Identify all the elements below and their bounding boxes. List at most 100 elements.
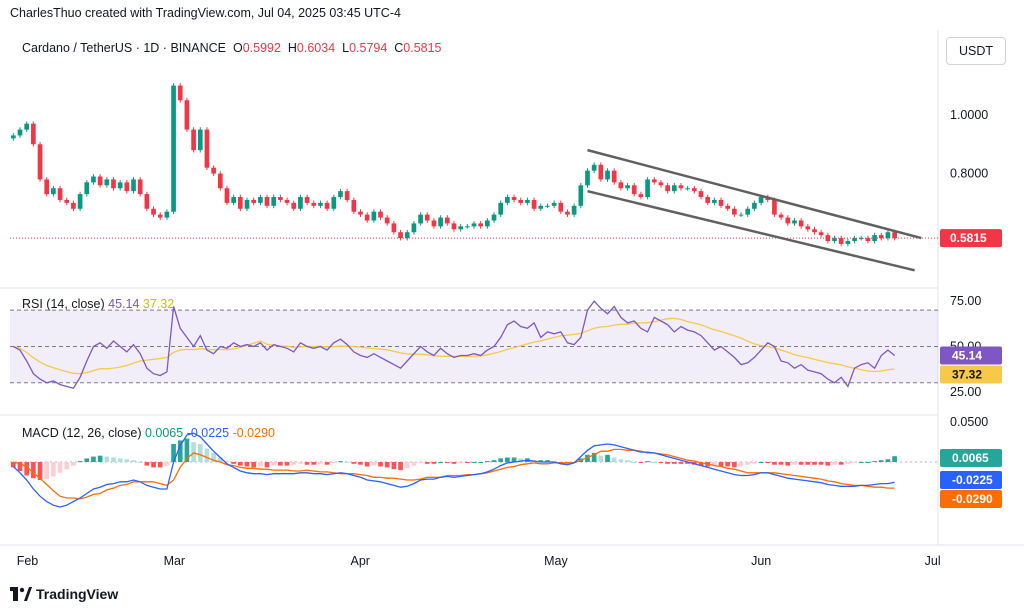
candle-body — [298, 197, 303, 209]
macd-histogram-bar — [364, 462, 370, 467]
macd-histogram-bar — [77, 461, 83, 463]
rsi-value-badge-text: 45.14 — [952, 349, 982, 363]
macd-histogram-bar — [164, 462, 170, 466]
macd-histogram-bar — [358, 462, 363, 465]
macd-histogram-bar — [651, 462, 657, 463]
candle-body — [645, 179, 650, 198]
low-label: L — [342, 41, 350, 55]
macd-histogram-bar — [404, 462, 410, 469]
candle-body — [37, 144, 43, 180]
macd-histogram-bar — [284, 462, 290, 466]
candle-body — [191, 129, 196, 151]
macd-histogram-bar — [511, 457, 517, 462]
macd-histogram-bar — [271, 462, 277, 466]
macd-histogram-bar — [752, 462, 757, 464]
macd-histogram-bar — [64, 462, 70, 470]
candle-body — [44, 179, 50, 195]
macd-histogram-bar — [658, 462, 664, 463]
candle-body — [224, 188, 230, 203]
candle-body — [31, 123, 36, 145]
macd-histogram-bar — [204, 448, 210, 462]
candle-body — [444, 217, 450, 224]
last-price-badge-text: 0.5815 — [950, 231, 987, 245]
rsi-ma-badge-text: 37.32 — [952, 368, 982, 382]
macd-histogram-bar — [892, 456, 897, 462]
macd-histogram-bar — [411, 462, 417, 466]
candle-body — [424, 214, 430, 221]
macd-histogram-bar — [491, 460, 497, 462]
candle-body — [464, 226, 470, 228]
macd-histogram-bar — [298, 462, 303, 464]
candle-body — [111, 179, 116, 189]
candle-body — [51, 188, 56, 195]
macd-line-badge — [940, 471, 1002, 489]
candle-body — [545, 205, 550, 207]
macd-histogram-bar — [678, 462, 684, 464]
macd-signal-value: -0.0290 — [232, 426, 275, 440]
currency-button[interactable]: USDT — [946, 37, 1006, 65]
last-price-badge — [940, 229, 1002, 248]
candle-body — [705, 197, 711, 203]
candle-body — [91, 176, 96, 183]
macd-histogram-bar — [712, 462, 717, 466]
macd-histogram-bar — [217, 457, 223, 462]
candle-body — [137, 179, 143, 195]
candle-body — [878, 235, 884, 239]
time-tick-label: Mar — [164, 554, 186, 568]
candle-body — [318, 202, 323, 206]
candle-body — [291, 202, 297, 209]
macd-histogram-bar — [304, 462, 310, 465]
candle-body — [625, 185, 630, 189]
macd-histogram-bar — [785, 462, 791, 466]
open-label: O — [232, 41, 243, 55]
macd-histogram-bar — [424, 462, 430, 464]
macd-histogram-bar — [244, 462, 250, 467]
macd-histogram-bar — [498, 458, 504, 462]
candle-body — [144, 194, 150, 209]
macd-histogram-bar — [505, 457, 510, 462]
candle-body — [451, 223, 457, 230]
candle-body — [271, 197, 277, 206]
rsi-line — [12, 300, 896, 389]
candle-body — [304, 197, 310, 203]
candle-body — [611, 170, 617, 183]
macd-histogram-bar — [792, 462, 797, 465]
macd-histogram-bar — [631, 462, 637, 463]
macd-histogram-bar — [605, 454, 610, 462]
macd-histogram-bar — [725, 462, 731, 467]
macd-histogram-bar — [17, 462, 23, 471]
macd-histogram-bar — [838, 462, 844, 465]
candle-body — [77, 194, 83, 209]
candle-body — [798, 220, 804, 227]
candle-body — [812, 229, 817, 233]
macd-histogram-bar — [211, 453, 216, 462]
macd-histogram-bar — [117, 458, 123, 462]
candle-body — [104, 179, 110, 186]
macd-histogram-bar — [685, 462, 690, 464]
macd-signal-badge-text: -0.0290 — [952, 492, 993, 506]
macd-histogram-bar — [144, 462, 150, 466]
macd-histogram-bar — [471, 462, 477, 463]
candle-body — [438, 217, 443, 227]
tradingview-logo-text: TradingView — [36, 586, 119, 602]
macd-histogram-bar — [57, 462, 63, 473]
macd-histogram-bar — [591, 453, 597, 462]
macd-histogram-bar — [645, 461, 650, 463]
candle-body — [738, 214, 744, 216]
macd-histogram-bar — [865, 462, 871, 463]
candle-body — [631, 185, 637, 195]
macd-histogram-bar — [197, 444, 203, 462]
macd-histogram-bar — [344, 462, 350, 463]
macd-histogram-bar — [872, 461, 877, 463]
candle-body — [251, 199, 257, 203]
candle-body — [24, 123, 30, 130]
candle-body — [585, 170, 590, 186]
candle-body — [752, 202, 757, 209]
candle-body — [712, 199, 717, 203]
candle-body — [511, 197, 517, 200]
macd-hist-badge-text: 0.0065 — [952, 451, 989, 465]
macd-histogram-bar — [444, 462, 450, 463]
time-tick-label: Jul — [925, 554, 941, 568]
macd-histogram-bar — [738, 462, 744, 467]
